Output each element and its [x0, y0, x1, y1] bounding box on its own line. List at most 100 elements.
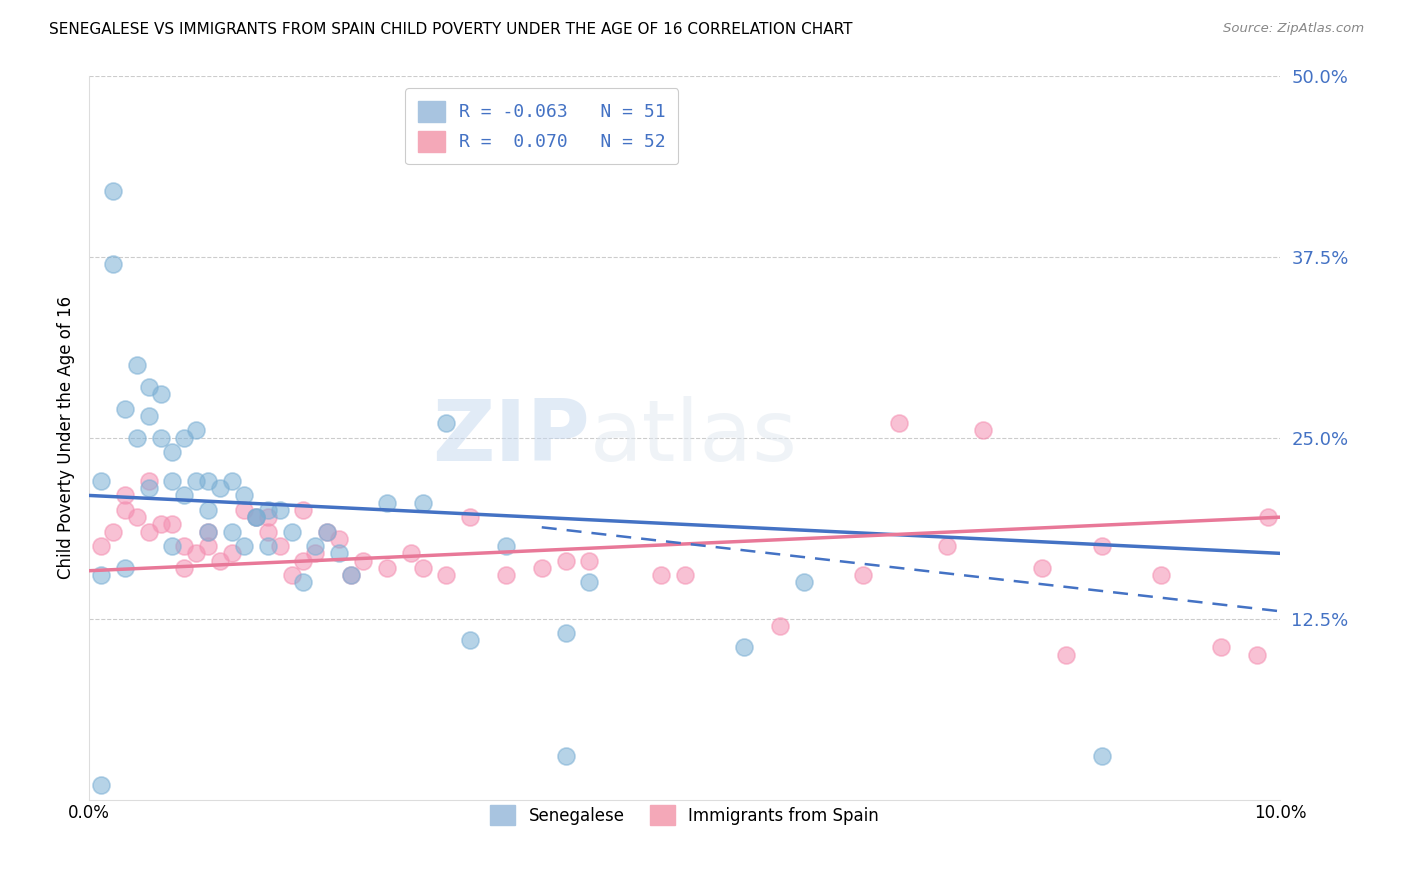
- Point: [304, 546, 326, 560]
- Point: [1150, 568, 1173, 582]
- Point: [101, 185, 124, 199]
- Point: [352, 553, 374, 567]
- Point: [972, 423, 994, 437]
- Point: [1091, 539, 1114, 553]
- Point: [495, 539, 517, 553]
- Point: [149, 430, 172, 444]
- Point: [125, 358, 148, 372]
- Point: [292, 575, 315, 590]
- Point: [138, 474, 160, 488]
- Point: [221, 474, 243, 488]
- Legend: Senegalese, Immigrants from Spain: Senegalese, Immigrants from Spain: [481, 796, 889, 835]
- Point: [173, 430, 195, 444]
- Point: [232, 539, 254, 553]
- Point: [232, 503, 254, 517]
- Point: [209, 553, 232, 567]
- Point: [436, 416, 458, 430]
- Text: atlas: atlas: [589, 396, 797, 479]
- Point: [1209, 640, 1232, 655]
- Point: [245, 510, 267, 524]
- Point: [328, 532, 350, 546]
- Point: [162, 445, 184, 459]
- Point: [245, 510, 267, 524]
- Point: [304, 539, 326, 553]
- Point: [197, 474, 219, 488]
- Point: [1257, 510, 1279, 524]
- Point: [269, 539, 291, 553]
- Point: [209, 481, 232, 495]
- Point: [650, 568, 672, 582]
- Point: [125, 510, 148, 524]
- Point: [256, 524, 278, 539]
- Point: [90, 568, 112, 582]
- Point: [173, 488, 195, 502]
- Point: [458, 633, 481, 648]
- Point: [375, 561, 398, 575]
- Point: [458, 510, 481, 524]
- Point: [412, 561, 434, 575]
- Point: [90, 539, 112, 553]
- Point: [340, 568, 363, 582]
- Point: [186, 546, 208, 560]
- Point: [769, 619, 792, 633]
- Point: [149, 517, 172, 532]
- Point: [101, 524, 124, 539]
- Point: [197, 503, 219, 517]
- Point: [90, 778, 112, 792]
- Point: [256, 539, 278, 553]
- Point: [375, 496, 398, 510]
- Point: [328, 546, 350, 560]
- Point: [530, 561, 553, 575]
- Point: [495, 568, 517, 582]
- Text: ZIP: ZIP: [432, 396, 589, 479]
- Point: [162, 539, 184, 553]
- Point: [436, 568, 458, 582]
- Point: [316, 524, 339, 539]
- Point: [101, 257, 124, 271]
- Text: Source: ZipAtlas.com: Source: ZipAtlas.com: [1223, 22, 1364, 36]
- Point: [1091, 749, 1114, 764]
- Point: [256, 503, 278, 517]
- Point: [292, 503, 315, 517]
- Point: [316, 524, 339, 539]
- Point: [114, 488, 136, 502]
- Point: [173, 539, 195, 553]
- Point: [554, 626, 576, 640]
- Point: [578, 553, 600, 567]
- Point: [412, 496, 434, 510]
- Point: [340, 568, 363, 582]
- Point: [1246, 648, 1268, 662]
- Point: [149, 387, 172, 401]
- Point: [114, 401, 136, 416]
- Point: [114, 503, 136, 517]
- Point: [292, 553, 315, 567]
- Point: [578, 575, 600, 590]
- Point: [269, 503, 291, 517]
- Y-axis label: Child Poverty Under the Age of 16: Child Poverty Under the Age of 16: [58, 296, 75, 579]
- Point: [114, 561, 136, 575]
- Point: [162, 517, 184, 532]
- Point: [554, 553, 576, 567]
- Point: [138, 380, 160, 394]
- Point: [280, 568, 302, 582]
- Text: SENEGALESE VS IMMIGRANTS FROM SPAIN CHILD POVERTY UNDER THE AGE OF 16 CORRELATIO: SENEGALESE VS IMMIGRANTS FROM SPAIN CHIL…: [49, 22, 852, 37]
- Point: [245, 510, 267, 524]
- Point: [138, 409, 160, 423]
- Point: [935, 539, 957, 553]
- Point: [793, 575, 815, 590]
- Point: [90, 474, 112, 488]
- Point: [125, 430, 148, 444]
- Point: [221, 524, 243, 539]
- Point: [186, 423, 208, 437]
- Point: [197, 524, 219, 539]
- Point: [1054, 648, 1077, 662]
- Point: [186, 474, 208, 488]
- Point: [173, 561, 195, 575]
- Point: [673, 568, 696, 582]
- Point: [554, 749, 576, 764]
- Point: [138, 481, 160, 495]
- Point: [138, 524, 160, 539]
- Point: [887, 416, 910, 430]
- Point: [733, 640, 755, 655]
- Point: [197, 524, 219, 539]
